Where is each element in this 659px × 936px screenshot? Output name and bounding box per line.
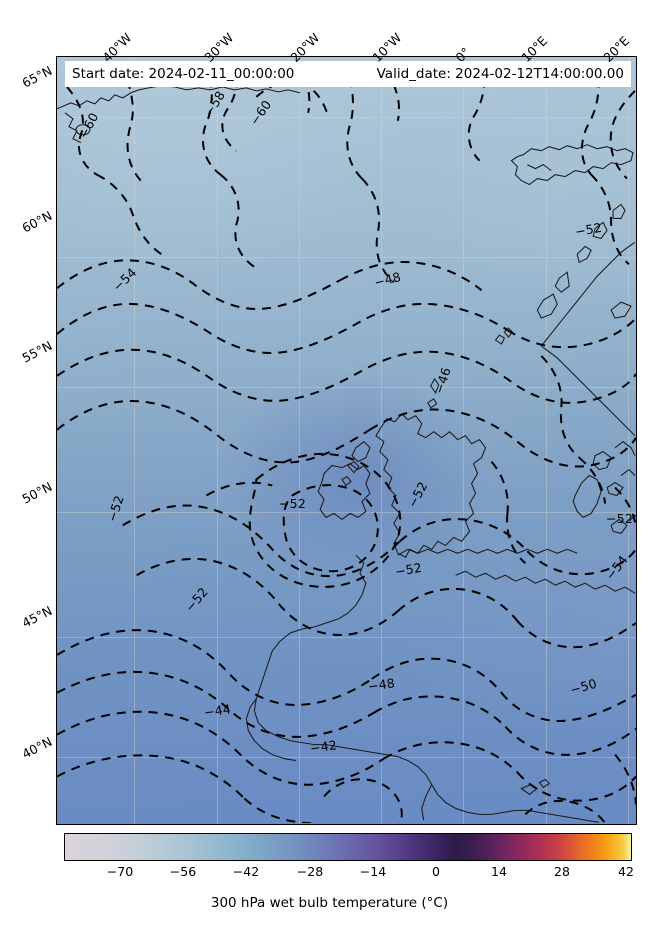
colorbar-tick-42: 42: [618, 864, 634, 879]
colorbar-tick-labels: −70 −56 −42 −28 −14 0 14 28 42: [64, 861, 634, 881]
lat-tick-45N: 45°N: [19, 602, 55, 631]
lat-tick-55N: 55°N: [19, 337, 55, 366]
contour-label: −52: [279, 496, 306, 511]
colorbar-tick--28: −28: [296, 864, 324, 879]
lat-tick-40N: 40°N: [19, 733, 55, 762]
colorbar-tick--14: −14: [359, 864, 387, 879]
colorbar-tick--56: −56: [169, 864, 197, 879]
lat-tick-65N: 65°N: [19, 62, 55, 91]
graticule-gridlines: [57, 57, 636, 824]
colorbar-caption: 300 hPa wet bulb temperature (°C): [210, 895, 449, 911]
contour-label: −52: [606, 511, 633, 526]
colorbar-tick-28: 28: [554, 864, 570, 879]
colorbar-tick--70: −70: [106, 864, 134, 879]
valid-date-label: Valid_date: 2024-02-12T14:00:00.00: [376, 66, 624, 82]
colorbar-gradient: [64, 833, 632, 861]
start-date-label: Start date: 2024-02-11_00:00:00: [72, 66, 295, 82]
colorbar-tick-14: 14: [491, 864, 507, 879]
colorbar-tick--42: −42: [232, 864, 260, 879]
lat-tick-60N: 60°N: [19, 207, 55, 236]
map-plot-area[interactable]: −60 −58 −60 −54 −48 −52 −46 −52 −52 −52 …: [56, 56, 637, 825]
colorbar: −70 −56 −42 −28 −14 0 14 28 42: [64, 833, 634, 881]
colorbar-tick-0: 0: [432, 864, 440, 879]
lat-tick-50N: 50°N: [19, 478, 55, 507]
title-bar: Start date: 2024-02-11_00:00:00 Valid_da…: [65, 61, 631, 87]
temperature-field-raster: [57, 57, 636, 824]
contour-layer: [57, 62, 636, 824]
